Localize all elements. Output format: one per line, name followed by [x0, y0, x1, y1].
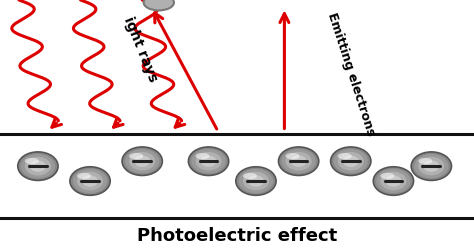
Ellipse shape: [414, 154, 448, 178]
Ellipse shape: [195, 153, 210, 159]
Ellipse shape: [279, 147, 319, 176]
Ellipse shape: [122, 147, 162, 176]
Ellipse shape: [331, 147, 371, 176]
Ellipse shape: [282, 149, 316, 173]
Circle shape: [144, 0, 174, 10]
Ellipse shape: [236, 167, 276, 195]
Text: Photoelectric effect: Photoelectric effect: [137, 227, 337, 245]
Ellipse shape: [30, 160, 46, 172]
Ellipse shape: [25, 158, 39, 164]
Ellipse shape: [337, 153, 352, 159]
Ellipse shape: [243, 173, 257, 179]
Ellipse shape: [195, 152, 222, 170]
Ellipse shape: [129, 152, 155, 170]
Ellipse shape: [239, 169, 273, 193]
Ellipse shape: [201, 155, 217, 167]
Ellipse shape: [418, 158, 432, 164]
Ellipse shape: [82, 175, 98, 187]
Ellipse shape: [376, 169, 410, 193]
Ellipse shape: [191, 149, 226, 173]
Ellipse shape: [188, 147, 228, 176]
Ellipse shape: [21, 154, 55, 178]
Ellipse shape: [77, 173, 91, 179]
Text: ight rays: ight rays: [121, 15, 160, 84]
Ellipse shape: [334, 149, 368, 173]
Ellipse shape: [248, 175, 264, 187]
Ellipse shape: [373, 167, 413, 195]
Ellipse shape: [343, 155, 359, 167]
Ellipse shape: [337, 152, 364, 170]
Ellipse shape: [411, 152, 451, 181]
Ellipse shape: [129, 153, 143, 159]
Ellipse shape: [25, 157, 51, 175]
Ellipse shape: [134, 155, 150, 167]
Ellipse shape: [70, 167, 110, 195]
Ellipse shape: [291, 155, 307, 167]
Ellipse shape: [18, 152, 58, 181]
Ellipse shape: [77, 172, 103, 190]
Ellipse shape: [423, 160, 439, 172]
Ellipse shape: [125, 149, 159, 173]
Ellipse shape: [243, 172, 269, 190]
Ellipse shape: [285, 152, 312, 170]
Ellipse shape: [380, 172, 407, 190]
Ellipse shape: [385, 175, 401, 187]
Ellipse shape: [380, 173, 394, 179]
Ellipse shape: [73, 169, 107, 193]
Ellipse shape: [285, 153, 300, 159]
Ellipse shape: [418, 157, 445, 175]
Text: Emitting electrons: Emitting electrons: [325, 11, 377, 138]
